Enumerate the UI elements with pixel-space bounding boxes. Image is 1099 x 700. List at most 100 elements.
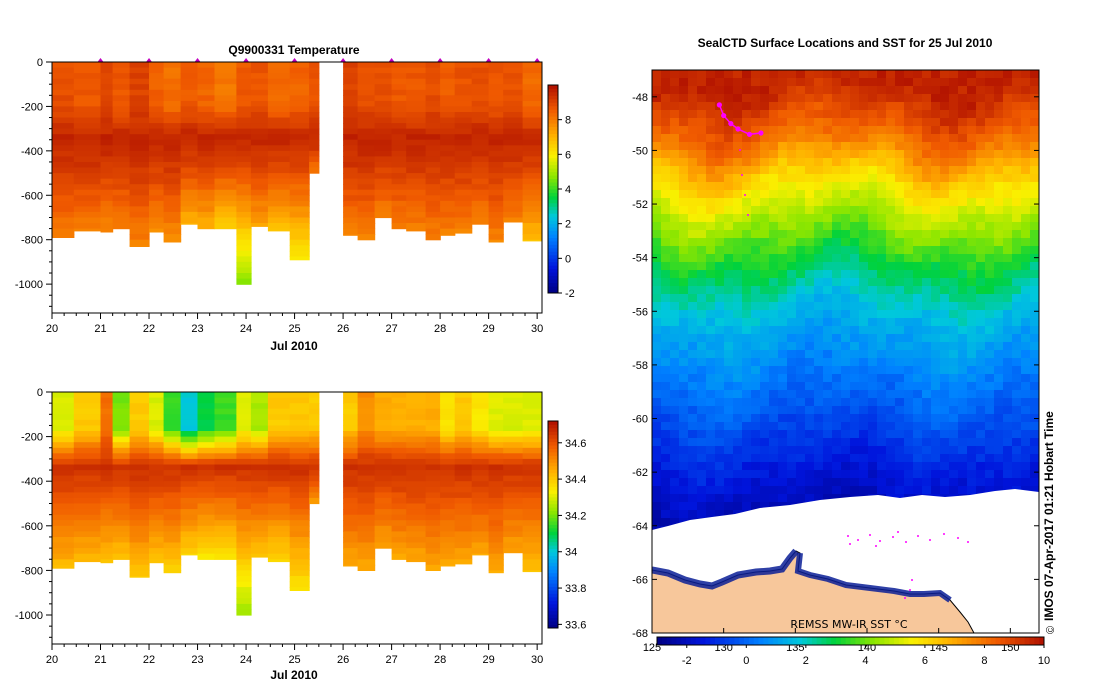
- section-cell: [214, 414, 237, 421]
- section-cell: [52, 392, 75, 399]
- section-cell: [214, 481, 237, 488]
- sst-cell: [1003, 302, 1013, 311]
- sst-cell: [733, 286, 743, 295]
- sst-cell: [769, 350, 779, 359]
- sst-cell: [697, 334, 707, 343]
- section-cell: [73, 414, 102, 421]
- section-cell: [488, 139, 504, 146]
- sst-cell: [661, 254, 671, 263]
- sst-cell: [724, 446, 734, 455]
- sst-cell: [913, 406, 923, 415]
- sst-cell: [688, 102, 698, 111]
- sst-cell: [796, 430, 806, 439]
- sst-cell: [841, 310, 851, 319]
- sst-cell: [832, 78, 842, 87]
- sst-cell: [832, 326, 842, 335]
- sst-cell: [778, 150, 788, 159]
- sst-cell: [652, 502, 662, 511]
- section-cell: [454, 167, 473, 174]
- section-cell: [267, 431, 291, 438]
- section-cell: [391, 73, 407, 80]
- section-cell: [289, 189, 310, 196]
- sst-cell: [724, 102, 734, 111]
- section-cell: [425, 453, 441, 460]
- sst-cell: [832, 446, 842, 455]
- sst-cell: [895, 222, 905, 231]
- section-cell: [374, 486, 393, 493]
- sst-cell: [886, 414, 896, 423]
- section-cell: [163, 431, 182, 438]
- sst-cell: [859, 230, 869, 239]
- sst-cell: [949, 374, 959, 383]
- sst-cell: [904, 214, 914, 223]
- section-cell: [440, 548, 456, 555]
- sst-cell: [1030, 366, 1039, 375]
- sst-cell: [814, 326, 824, 335]
- section-cell: [406, 195, 427, 202]
- sst-cell: [724, 246, 734, 255]
- sst-cell: [715, 150, 725, 159]
- sst-cell: [751, 222, 761, 231]
- sst-cell: [1012, 318, 1022, 327]
- sst-cell: [778, 278, 788, 287]
- sst-cell: [661, 142, 671, 151]
- x-tick-label: 20: [46, 323, 58, 335]
- section-cell: [214, 458, 237, 466]
- section-cell: [73, 425, 102, 432]
- sst-cell: [661, 494, 671, 503]
- section-cell: [129, 542, 150, 549]
- sst-cell: [913, 414, 923, 423]
- sst-cell: [823, 382, 833, 391]
- sst-cell: [922, 294, 932, 303]
- section-cell: [236, 470, 252, 477]
- sst-cell: [814, 454, 824, 463]
- section-cell: [180, 173, 199, 180]
- sst-cell: [778, 94, 788, 103]
- sst-cell: [760, 302, 770, 311]
- sst-cell: [958, 238, 968, 247]
- sst-cell: [751, 302, 761, 311]
- sst-cell: [715, 294, 725, 303]
- section-cell: [440, 217, 456, 224]
- section-cell: [503, 200, 524, 207]
- sst-cell: [841, 78, 851, 87]
- colorbar-tick-label: 34.6: [565, 438, 586, 450]
- section-cell: [522, 162, 542, 169]
- sst-cell: [922, 278, 932, 287]
- sst-cell: [985, 310, 995, 319]
- sst-cell: [814, 246, 824, 255]
- section-cell: [236, 576, 252, 583]
- sst-cell: [985, 134, 995, 143]
- x-tick-label: 29: [483, 323, 495, 335]
- section-cell: [454, 95, 473, 102]
- sst-cell: [931, 78, 941, 87]
- sst-cell: [742, 422, 752, 431]
- sst-cell: [877, 246, 887, 255]
- sst-cell: [742, 118, 752, 127]
- section-cell: [374, 78, 393, 85]
- sst-cell: [1012, 438, 1022, 447]
- sst-cell: [823, 358, 833, 367]
- section-cell: [357, 542, 376, 549]
- sst-cell: [733, 366, 743, 375]
- sst-cell: [841, 422, 851, 431]
- sst-cell: [859, 206, 869, 215]
- section-cell: [343, 403, 359, 410]
- sst-cell: [724, 494, 734, 503]
- section-cell: [425, 503, 441, 510]
- section-cell: [180, 95, 199, 102]
- section-cell: [471, 117, 490, 124]
- section-cell: [488, 442, 504, 449]
- section-cell: [440, 564, 456, 567]
- sst-cell: [760, 214, 770, 223]
- section-cell: [267, 520, 291, 527]
- sst-cell: [922, 454, 932, 463]
- section-cell: [129, 62, 150, 69]
- sst-cell: [733, 174, 743, 183]
- sst-cell: [841, 126, 851, 135]
- section-cell: [391, 392, 407, 399]
- sst-cell: [688, 294, 698, 303]
- sst-cell: [661, 470, 671, 479]
- colorbar-swatch: [548, 569, 558, 574]
- sst-cell: [751, 502, 761, 511]
